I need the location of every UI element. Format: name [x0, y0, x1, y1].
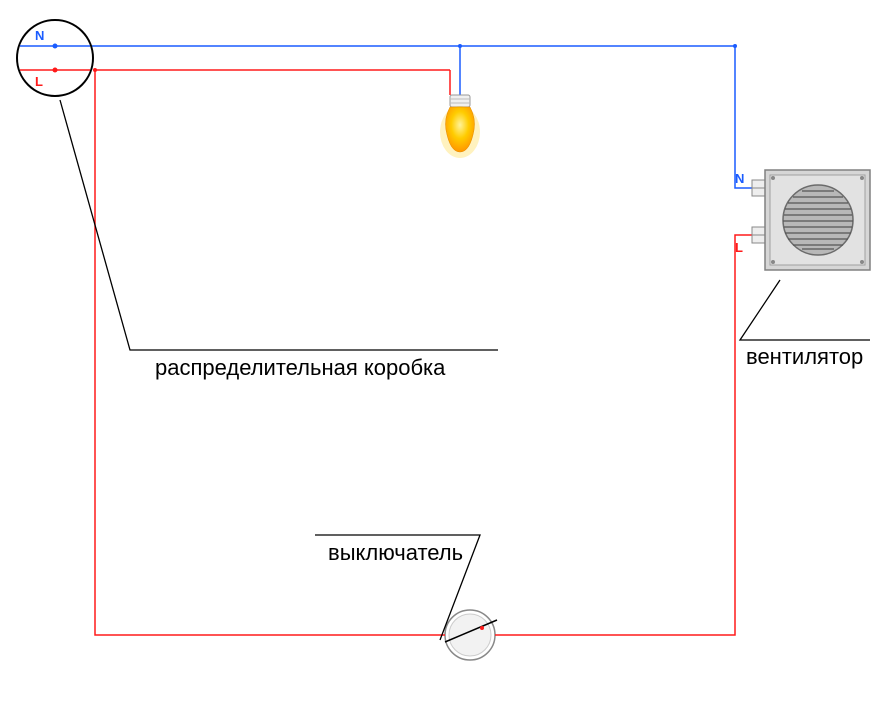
fan-terminals: N L [735, 171, 766, 255]
junction-leader-line [60, 100, 498, 350]
switch-label: выключатель [328, 540, 463, 565]
fan-leader-line [740, 280, 870, 340]
neutral-wire [55, 46, 752, 188]
junction-label: распределительная коробка [155, 355, 446, 380]
junction-l-label: L [35, 74, 43, 89]
junction-n-label: N [35, 28, 44, 43]
fan-label: вентилятор [746, 344, 863, 369]
lamp-icon [440, 95, 480, 158]
switch[interactable] [445, 610, 497, 660]
junction-box: N L [17, 20, 93, 96]
fan-icon [765, 170, 870, 270]
fan-n-label: N [735, 171, 744, 186]
live-wire-after-switch [500, 235, 752, 635]
fan-l-label: L [735, 240, 743, 255]
